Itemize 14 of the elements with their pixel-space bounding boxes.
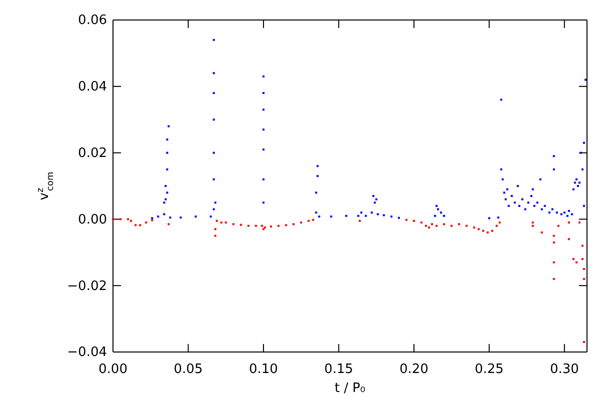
y-tick-label: 0.02 <box>78 146 107 161</box>
y-tick-label: −0.02 <box>67 278 107 294</box>
y-tick-label: 0.04 <box>78 80 107 95</box>
x-tick-label: 0.00 <box>98 362 128 378</box>
x-axis-title: t / P₀ <box>334 381 366 396</box>
y-tick-label: 0.06 <box>78 13 107 28</box>
x-tick-label: 0.30 <box>550 362 579 378</box>
x-tick-label: 0.05 <box>174 362 203 378</box>
y-tick-label: −0.04 <box>67 345 107 360</box>
x-tick-label: 0.15 <box>324 362 354 378</box>
y-tick-label: 0.00 <box>78 212 107 228</box>
x-tick-label: 0.10 <box>249 362 278 378</box>
x-tick-label: 0.20 <box>399 362 428 378</box>
x-tick-label: 0.25 <box>474 362 504 378</box>
